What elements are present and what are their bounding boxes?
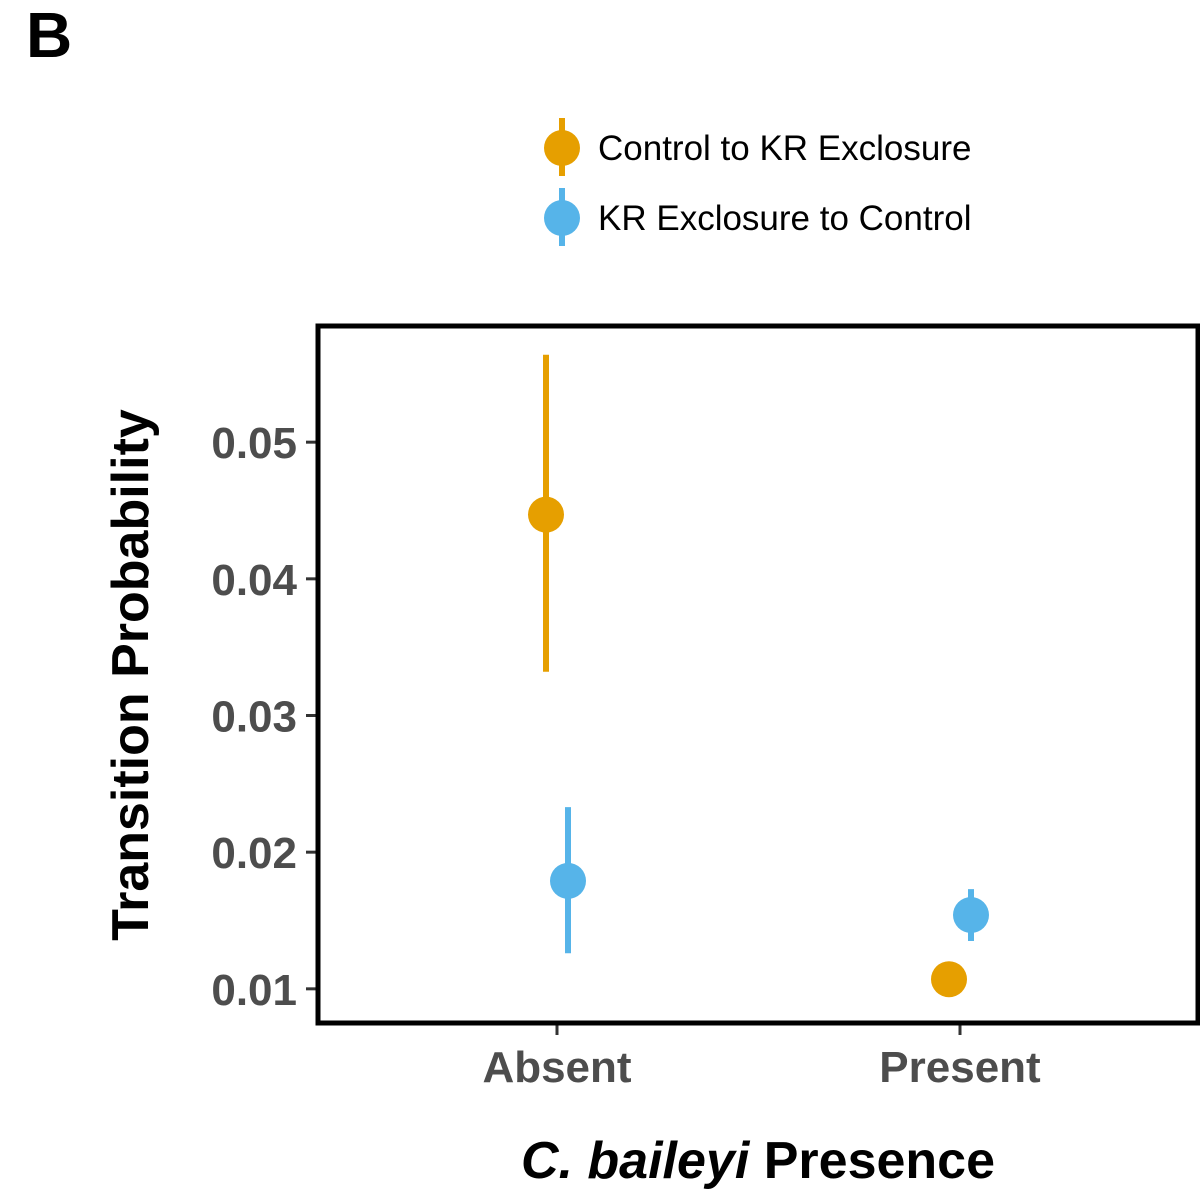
y-tick-label: 0.04 bbox=[211, 556, 297, 605]
plot-panel-border bbox=[315, 323, 1200, 1026]
legend-label: KR Exclosure to Control bbox=[598, 199, 971, 238]
x-axis-title: C. baileyi Presence bbox=[521, 1132, 995, 1190]
y-tick-label: 0.05 bbox=[211, 419, 297, 468]
legend-label: Control to KR Exclosure bbox=[598, 129, 971, 168]
x-tick-label: Present bbox=[879, 1043, 1041, 1092]
legend-key-point bbox=[544, 130, 580, 166]
data-point bbox=[528, 496, 564, 533]
y-axis-title: Transition Probability bbox=[102, 409, 160, 941]
y-tick-label: 0.02 bbox=[211, 829, 297, 878]
legend: Control to KR Exclosure KR Exclosure to C… bbox=[544, 118, 971, 246]
x-axis-ticks: Absent Present bbox=[482, 1023, 1041, 1092]
data-point bbox=[550, 862, 586, 899]
y-axis-ticks: 0.01 0.02 0.03 0.04 0.05 bbox=[211, 419, 318, 1015]
data-point bbox=[931, 961, 967, 998]
y-tick-label: 0.01 bbox=[211, 966, 297, 1015]
x-axis-title-italic: C. baileyi bbox=[521, 1132, 751, 1190]
data-point bbox=[953, 897, 989, 934]
x-tick-label: Absent bbox=[482, 1043, 631, 1092]
legend-key-point bbox=[544, 200, 580, 236]
data-marks bbox=[528, 354, 989, 998]
x-axis-title-rest: Presence bbox=[749, 1132, 995, 1190]
y-tick-label: 0.03 bbox=[211, 693, 297, 742]
panel-label: B bbox=[26, 0, 72, 71]
